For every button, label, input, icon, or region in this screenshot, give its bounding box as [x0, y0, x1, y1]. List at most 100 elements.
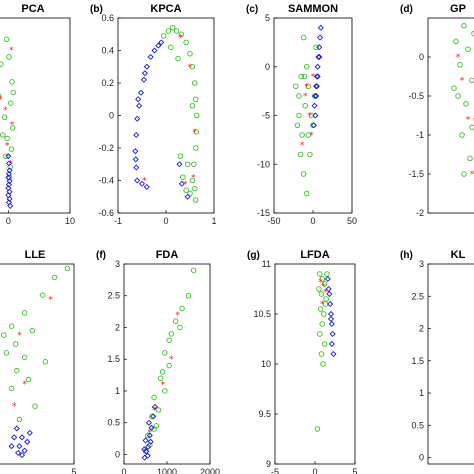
data-point-green-circle	[318, 351, 325, 357]
data-point-green-circle	[321, 341, 328, 347]
data-point-green-circle	[469, 124, 474, 130]
data-point-green-circle	[193, 96, 199, 102]
data-point-red-star: *	[303, 92, 308, 102]
data-point-blue-diamond	[11, 434, 18, 441]
data-point-green-circle	[179, 305, 185, 312]
data-point-red-star: *	[309, 131, 314, 141]
data-point-blue-diamond	[6, 167, 13, 174]
data-point-green-circle	[193, 128, 199, 135]
data-point-blue-diamond	[143, 448, 150, 455]
y-tick-label: -0.6	[98, 208, 114, 218]
data-point-blue-diamond	[317, 24, 324, 31]
data-point-blue-diamond	[158, 39, 165, 46]
data-point-blue-diamond	[314, 63, 321, 70]
data-point-red-star: *	[152, 406, 157, 416]
data-point-red-star: *	[142, 177, 147, 187]
data-point-green-circle	[32, 403, 38, 409]
data-point-green-circle	[187, 51, 193, 57]
panel-title: FDA	[156, 249, 179, 261]
x-tick-label: 0	[163, 216, 168, 226]
y-tick-label: -0.4	[98, 176, 114, 186]
data-point-green-circle	[317, 271, 323, 277]
data-point-blue-diamond	[178, 180, 185, 187]
data-point-blue-diamond	[312, 112, 319, 119]
data-point-green-circle	[144, 432, 151, 439]
data-point-red-star: *	[300, 141, 305, 151]
data-point-green-circle	[8, 385, 15, 392]
y-tick-label: 3	[419, 259, 424, 269]
x-tick-label: -5	[271, 467, 279, 474]
data-point-blue-diamond	[21, 447, 28, 454]
data-point-green-circle	[160, 33, 167, 39]
points: ******	[293, 24, 324, 197]
data-point-green-circle	[296, 93, 302, 99]
x-tick-label: 5	[352, 467, 357, 474]
y-tick-label: -10	[257, 159, 270, 169]
data-point-green-circle	[299, 132, 305, 138]
y-tick-label: 11	[262, 259, 271, 269]
data-point-green-circle	[193, 197, 199, 203]
data-point-blue-diamond	[329, 330, 336, 338]
x-tick-label: 1	[211, 216, 216, 226]
data-point-red-star: *	[178, 34, 183, 44]
data-point-red-star: *	[305, 82, 310, 92]
data-point-blue-diamond	[316, 53, 323, 61]
data-point-blue-diamond	[311, 102, 318, 109]
y-tick-label: -2	[416, 208, 424, 218]
data-point-green-circle	[0, 93, 2, 99]
data-point-green-circle	[183, 39, 189, 46]
data-point-green-circle	[25, 376, 32, 383]
y-tick-label: -5	[262, 111, 270, 121]
data-point-green-circle	[461, 23, 467, 29]
data-point-green-circle	[451, 85, 457, 91]
data-point-green-circle	[192, 80, 198, 86]
y-tick-label: 3	[115, 259, 120, 269]
data-point-red-star: *	[183, 180, 188, 190]
data-point-green-circle	[8, 100, 14, 106]
data-point-green-circle	[184, 161, 191, 167]
y-tick-label: 2	[419, 324, 424, 334]
data-point-blue-diamond	[16, 443, 23, 450]
data-point-blue-diamond	[133, 164, 140, 171]
data-point-green-circle	[453, 38, 459, 45]
panel-title: PCA	[21, 3, 44, 15]
points: ******	[0, 36, 17, 209]
y-tick-label: 10.5	[253, 309, 271, 319]
data-point-green-circle	[308, 112, 315, 119]
data-point-green-circle	[300, 34, 307, 41]
data-point-green-circle	[29, 327, 36, 334]
data-point-red-star: *	[9, 159, 14, 169]
data-point-green-circle	[294, 122, 301, 128]
data-point-red-star: *	[322, 282, 327, 292]
plot-frame	[117, 17, 215, 214]
data-point-blue-diamond	[8, 443, 15, 450]
x-tick-label: 2000	[200, 467, 220, 474]
data-point-red-star: *	[466, 115, 471, 125]
data-point-blue-diamond	[15, 449, 22, 456]
y-tick-label: -0.5	[408, 91, 424, 101]
panel-title: KPCA	[150, 3, 181, 15]
data-point-blue-diamond	[5, 170, 12, 178]
data-point-green-circle	[10, 89, 17, 96]
data-point-blue-diamond	[176, 161, 183, 168]
data-point-blue-diamond	[138, 89, 145, 96]
data-point-blue-diamond	[135, 96, 142, 103]
data-point-red-star: *	[456, 53, 461, 63]
data-point-green-circle	[193, 112, 200, 119]
data-point-blue-diamond	[327, 310, 335, 318]
data-point-green-circle	[149, 413, 155, 420]
data-point-blue-diamond	[140, 76, 147, 83]
data-point-green-circle	[297, 151, 304, 158]
data-point-green-circle	[169, 25, 176, 31]
data-point-green-circle	[157, 375, 164, 382]
data-point-green-circle	[189, 177, 196, 184]
data-point-green-circle	[304, 63, 310, 70]
data-point-green-circle	[165, 28, 172, 34]
data-point-blue-diamond	[6, 178, 13, 185]
data-point-green-circle	[21, 310, 28, 316]
data-point-green-circle	[172, 318, 179, 324]
data-point-blue-diamond	[5, 153, 12, 160]
